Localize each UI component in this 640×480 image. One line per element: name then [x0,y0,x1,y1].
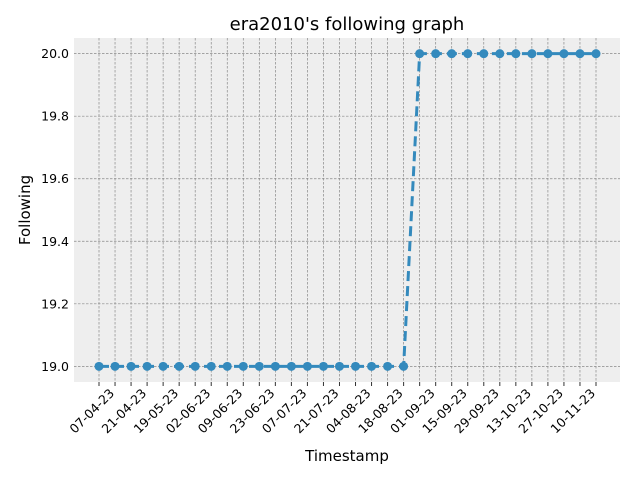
data-point [270,361,280,371]
data-point [415,49,425,59]
x-axis-label: Timestamp [304,447,389,465]
y-axis-label: Following [16,175,34,245]
y-tick-label: 19.8 [41,109,69,124]
data-point [383,361,393,371]
data-point [158,361,168,371]
data-point [142,361,152,371]
series-following [94,49,601,371]
y-tick-label: 19.4 [41,234,69,249]
data-point [334,361,344,371]
data-point [94,361,104,371]
data-point [110,361,120,371]
data-point [559,49,569,59]
data-point [447,49,457,59]
data-point [351,361,361,371]
data-point [575,49,585,59]
y-tick-label: 19.0 [41,359,69,374]
data-point [543,49,553,59]
data-point [190,361,200,371]
plot-area [74,38,620,382]
data-point [318,361,328,371]
data-point [511,49,521,59]
data-point [254,361,264,371]
data-point [399,361,409,371]
data-point [222,361,232,371]
data-point [479,49,489,59]
data-point [174,361,184,371]
data-point [591,49,601,59]
data-point [302,361,312,371]
data-point [238,361,248,371]
y-tick-label: 20.0 [41,46,69,61]
chart-title: era2010's following graph [230,14,465,35]
data-point [286,361,296,371]
data-point [206,361,216,371]
y-tick-label: 19.6 [41,171,69,186]
data-point [126,361,136,371]
grid [74,38,620,382]
x-axis-ticks: 07-04-2321-04-2319-05-2302-06-2309-06-23… [66,382,598,436]
y-axis-ticks: 19.0 19.2 19.4 19.6 19.8 20.0 [41,46,69,374]
data-point [463,49,473,59]
y-tick-label: 19.2 [41,296,69,311]
data-point [431,49,441,59]
data-point [367,361,377,371]
data-point [495,49,505,59]
data-point [527,49,537,59]
